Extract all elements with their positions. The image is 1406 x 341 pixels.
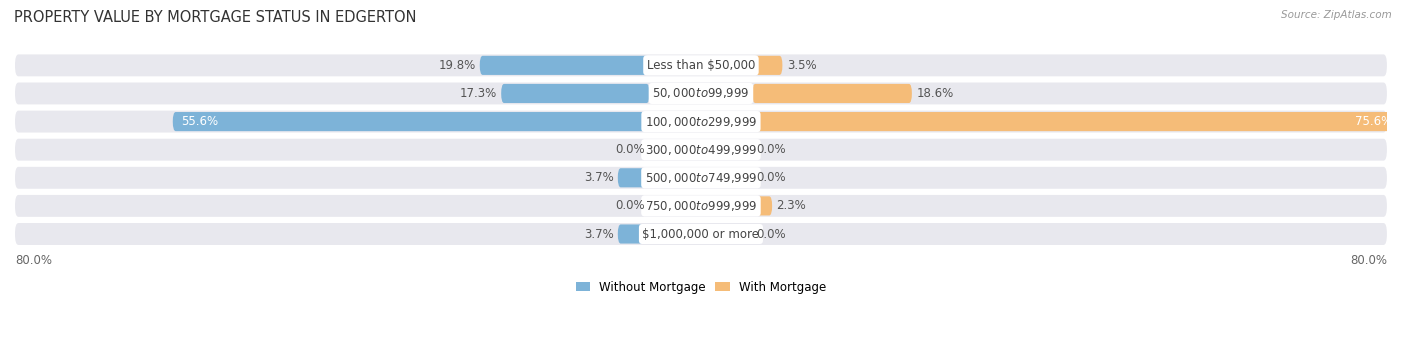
FancyBboxPatch shape: [15, 55, 1386, 76]
Text: 0.0%: 0.0%: [616, 143, 645, 156]
FancyBboxPatch shape: [752, 84, 912, 103]
Text: 19.8%: 19.8%: [439, 59, 475, 72]
Text: $300,000 to $499,999: $300,000 to $499,999: [645, 143, 758, 157]
Text: $500,000 to $749,999: $500,000 to $749,999: [645, 171, 758, 185]
FancyBboxPatch shape: [617, 224, 650, 243]
Text: 17.3%: 17.3%: [460, 87, 496, 100]
FancyBboxPatch shape: [479, 56, 650, 75]
FancyBboxPatch shape: [15, 223, 1386, 245]
Text: 0.0%: 0.0%: [756, 171, 786, 184]
Text: 80.0%: 80.0%: [15, 254, 52, 267]
Text: 3.7%: 3.7%: [583, 227, 613, 240]
Text: 0.0%: 0.0%: [616, 199, 645, 212]
Text: $750,000 to $999,999: $750,000 to $999,999: [645, 199, 758, 213]
Text: 0.0%: 0.0%: [756, 227, 786, 240]
FancyBboxPatch shape: [15, 110, 1386, 133]
FancyBboxPatch shape: [752, 196, 772, 216]
Text: 75.6%: 75.6%: [1355, 115, 1392, 128]
Text: $50,000 to $99,999: $50,000 to $99,999: [652, 87, 749, 101]
FancyBboxPatch shape: [15, 139, 1386, 161]
Text: 80.0%: 80.0%: [1350, 254, 1386, 267]
Text: 55.6%: 55.6%: [181, 115, 218, 128]
FancyBboxPatch shape: [173, 112, 650, 131]
FancyBboxPatch shape: [617, 168, 650, 187]
Text: Source: ZipAtlas.com: Source: ZipAtlas.com: [1281, 10, 1392, 20]
FancyBboxPatch shape: [15, 167, 1386, 189]
FancyBboxPatch shape: [15, 83, 1386, 104]
FancyBboxPatch shape: [15, 195, 1386, 217]
FancyBboxPatch shape: [501, 84, 650, 103]
Text: 3.5%: 3.5%: [787, 59, 817, 72]
Text: 18.6%: 18.6%: [917, 87, 953, 100]
Text: $1,000,000 or more: $1,000,000 or more: [643, 227, 759, 240]
FancyBboxPatch shape: [752, 112, 1400, 131]
Text: Less than $50,000: Less than $50,000: [647, 59, 755, 72]
Text: 3.7%: 3.7%: [583, 171, 613, 184]
Legend: Without Mortgage, With Mortgage: Without Mortgage, With Mortgage: [575, 281, 827, 294]
Text: $100,000 to $299,999: $100,000 to $299,999: [645, 115, 756, 129]
Text: 2.3%: 2.3%: [776, 199, 806, 212]
Text: 0.0%: 0.0%: [756, 143, 786, 156]
Text: PROPERTY VALUE BY MORTGAGE STATUS IN EDGERTON: PROPERTY VALUE BY MORTGAGE STATUS IN EDG…: [14, 10, 416, 25]
FancyBboxPatch shape: [752, 56, 782, 75]
